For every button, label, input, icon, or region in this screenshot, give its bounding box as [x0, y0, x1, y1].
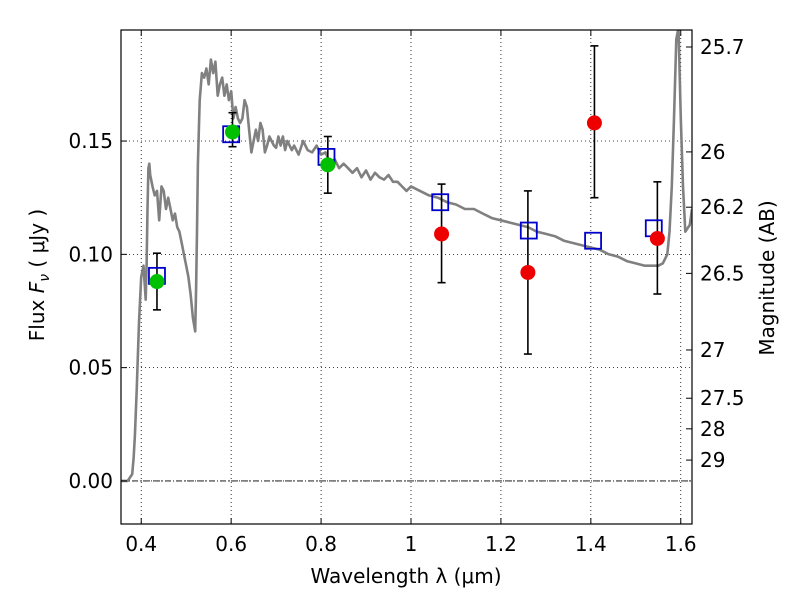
x-tick-label: 0.4	[125, 532, 157, 556]
model-photometry-square	[519, 221, 538, 240]
observed-flux-point	[520, 264, 536, 280]
y2-tick-label: 27	[700, 338, 725, 362]
y-axis-label: Flux Fν ( μJy )	[25, 209, 53, 341]
secondary-y-axis-label: Magnitude (AB)	[755, 200, 779, 355]
observed-flux-point	[586, 115, 602, 131]
x-tick-label: 0.6	[215, 532, 247, 556]
model-spectrum-line	[121, 30, 692, 483]
model-photometry-square	[431, 193, 450, 212]
observed-flux-point	[320, 157, 336, 173]
y-tick-label: 0.05	[68, 356, 113, 380]
y-tick-label: 0.10	[68, 242, 113, 266]
y2-tick-label: 26	[700, 140, 725, 164]
y2-tick-label: 26.5	[700, 261, 745, 285]
y2-tick-label: 27.5	[700, 386, 745, 410]
y-tick-label: 0.15	[68, 129, 113, 153]
x-tick-label: 1.2	[485, 532, 517, 556]
tick-layer: 0.4 0.6 0.8 1 1.2 1.4 1.6 0.00 0.05 0.10 0.15 25.7 2…	[68, 30, 745, 556]
model-photometry-square	[584, 231, 602, 250]
x-tick-label: 1.6	[665, 532, 697, 556]
y2-tick-label: 26.2	[700, 195, 745, 219]
observed-flux-point	[434, 226, 450, 242]
y-tick-label: 0.00	[68, 469, 113, 493]
observed-flux-point	[649, 230, 665, 246]
x-tick-label: 0.8	[305, 532, 337, 556]
plot-frame	[120, 29, 693, 525]
x-tick-label: 1	[405, 532, 418, 556]
observed-flux-point	[149, 274, 165, 290]
y2-tick-label: 25.7	[700, 35, 745, 59]
x-axis-label: Wavelength λ (μm)	[310, 564, 501, 588]
plot-layer	[121, 30, 692, 483]
y2-tick-label: 29	[700, 448, 725, 472]
y2-tick-label: 28	[700, 417, 725, 441]
observed-flux-point	[225, 124, 241, 140]
x-tick-label: 1.4	[575, 532, 607, 556]
